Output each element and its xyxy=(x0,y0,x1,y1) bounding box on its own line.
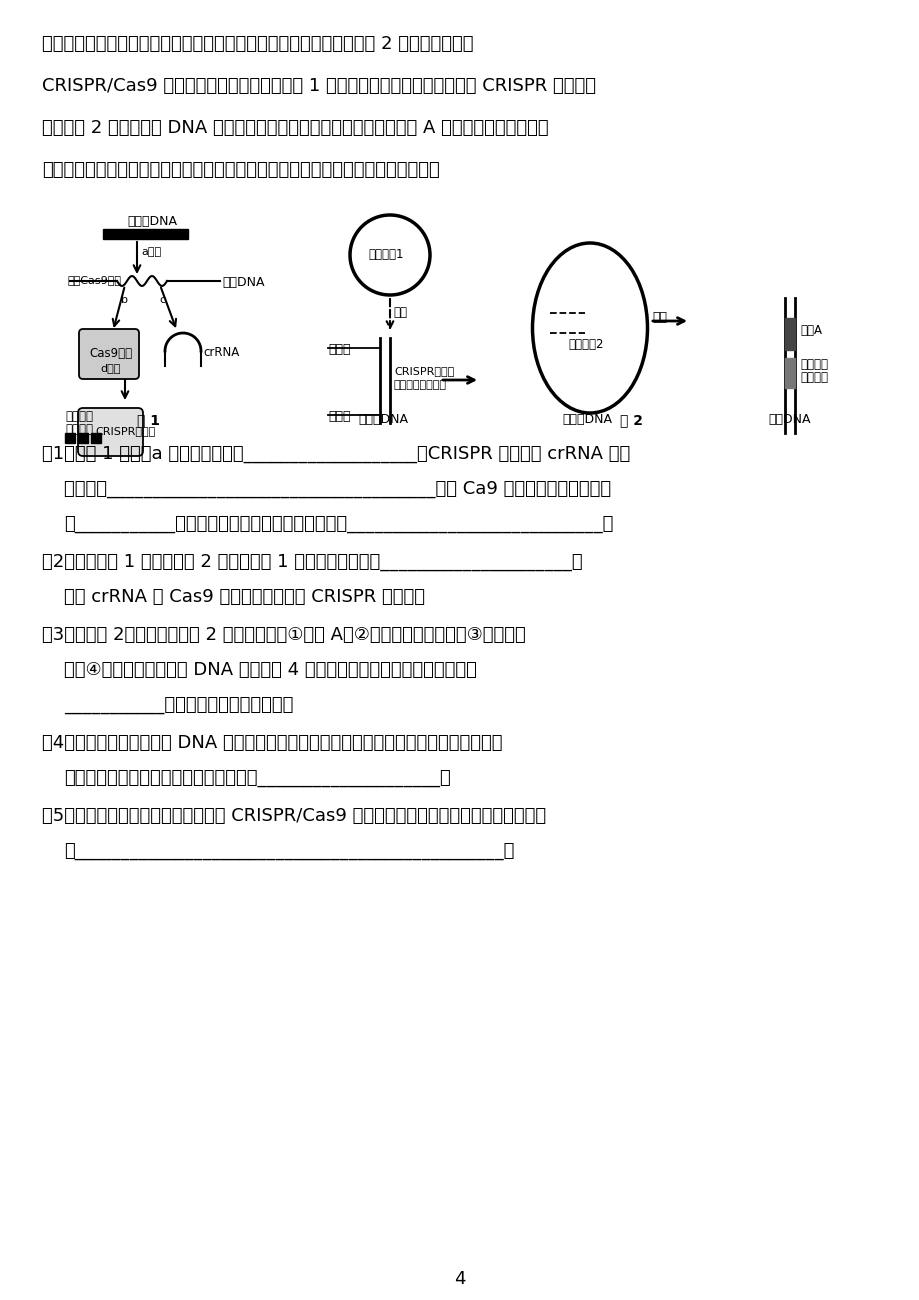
Bar xyxy=(784,358,794,387)
Text: CRISPR复合体: CRISPR复合体 xyxy=(95,426,155,436)
Text: b: b xyxy=(121,295,128,306)
FancyBboxPatch shape xyxy=(79,329,139,380)
Bar xyxy=(784,318,794,350)
Text: 是___________。细菌的这种清除能力的生理意义是____________________________。: 是___________。细菌的这种清除能力的生理意义是____________… xyxy=(64,515,613,533)
Text: 基因编辑技术，目前已成为生物科学领域最热门的基因操作技术。下图 2 是科研人员运用: 基因编辑技术，目前已成为生物科学领域最热门的基因操作技术。下图 2 是科研人员运… xyxy=(42,35,473,53)
Text: 段、④基因乙片段等四种 DNA 片段，这 4 种片段在载体上的正确排列顺序应是: 段、④基因乙片段等四种 DNA 片段，这 4 种片段在载体上的正确排列顺序应是 xyxy=(64,660,476,679)
Text: 列的 crRNA 和 Cas9 蛋白，以结合形成 CRISPR 复合体。: 列的 crRNA 和 Cas9 蛋白，以结合形成 CRISPR 复合体。 xyxy=(64,588,425,606)
Text: 催化水解: 催化水解 xyxy=(65,422,93,436)
Text: 重组DNA: 重组DNA xyxy=(767,413,810,426)
Text: 特异结合: 特异结合 xyxy=(65,410,93,422)
Text: （3）根据图 2，基因表达载体 2 上需要加入：①基因 A、②绿色荧光蛋白基因、③基因甲片: （3）根据图 2，基因表达载体 2 上需要加入：①基因 A、②绿色荧光蛋白基因、… xyxy=(42,627,525,644)
Text: （1）由图 1 可知，a 过程需要的酶是___________________，CRISPR 复合体中 crRNA 的主: （1）由图 1 可知，a 过程需要的酶是___________________，… xyxy=(42,445,630,463)
Text: （4）实验室一般会将重组 DNA 导入山羊的胚胎干细胞中，以培育、筛选出转基因山羊，选: （4）实验室一般会将重组 DNA 导入山羊的胚胎干细胞中，以培育、筛选出转基因山… xyxy=(42,734,502,751)
Bar xyxy=(91,433,101,443)
Text: 特异切割（断裂）: 特异切割（断裂） xyxy=(393,380,447,390)
Text: 蛋白基因: 蛋白基因 xyxy=(800,370,827,383)
Text: 基因甲: 基因甲 xyxy=(328,343,350,356)
Text: 绒山羊DNA: 绒山羊DNA xyxy=(357,413,407,426)
Text: 表达: 表达 xyxy=(392,306,406,318)
Text: 重组: 重组 xyxy=(652,311,666,324)
Text: 基因A: 基因A xyxy=(800,324,821,337)
Text: a整合: a整合 xyxy=(141,247,161,257)
Text: c: c xyxy=(159,295,165,306)
Bar xyxy=(65,433,75,443)
Text: 图 2: 图 2 xyxy=(619,413,642,426)
FancyBboxPatch shape xyxy=(78,408,142,456)
Text: 表达载体2: 表达载体2 xyxy=(567,338,603,351)
Text: 噬菌体DNA: 噬菌体DNA xyxy=(127,214,176,227)
Text: Cas9蛋白: Cas9蛋白 xyxy=(89,347,132,360)
Bar xyxy=(78,433,88,443)
Text: crRNA: crRNA xyxy=(203,346,239,359)
Text: （5）与传统的基因工程相比较，运用 CRISPR/Cas9 基因编辑技术培育转基因生物的明显优点: （5）与传统的基因工程相比较，运用 CRISPR/Cas9 基因编辑技术培育转基… xyxy=(42,807,546,826)
Text: 表达载体1: 表达载体1 xyxy=(368,248,403,261)
Text: 是_______________________________________________。: 是_______________________________________… xyxy=(64,842,514,861)
Text: 表达载体 2 可以与相应 DNA 的同源区进行互换、重组），成功地将基因 A 精确导入到绒山羊细胞: 表达载体 2 可以与相应 DNA 的同源区进行互换、重组），成功地将基因 A 精… xyxy=(42,120,548,136)
Text: 图 1: 图 1 xyxy=(137,413,160,426)
Text: ___________（用序号代表相应片段）。: ___________（用序号代表相应片段）。 xyxy=(64,696,293,714)
Text: 择胚胎干细胞作为受体细胞的主要依据是____________________。: 择胚胎干细胞作为受体细胞的主要依据是____________________。 xyxy=(64,770,450,786)
Text: 基因乙: 基因乙 xyxy=(328,410,350,422)
Text: 细菌DNA: 细菌DNA xyxy=(221,276,265,289)
Text: 要功能是____________________________________，而 Ca9 蛋白催化断裂的化学键: 要功能是____________________________________… xyxy=(64,480,610,498)
Text: 细菌Cas9基因: 细菌Cas9基因 xyxy=(68,276,122,285)
Text: 绒山羊DNA: 绒山羊DNA xyxy=(562,413,611,426)
Text: CRISPR复合体: CRISPR复合体 xyxy=(393,367,454,376)
Text: 4: 4 xyxy=(454,1270,465,1288)
Text: 绿色荧光: 绿色荧光 xyxy=(800,358,827,370)
Bar xyxy=(103,229,187,239)
Text: CRISPR/Cas9 基因编辑技术（其中表达载体 1 的作用是在受体细胞中控制合成 CRISPR 复合体，: CRISPR/Cas9 基因编辑技术（其中表达载体 1 的作用是在受体细胞中控制… xyxy=(42,77,596,95)
Text: （2）结合对图 1 的理解，图 2 中表达载体 1 首先要表达出含有_____________________序: （2）结合对图 1 的理解，图 2 中表达载体 1 首先要表达出含有______… xyxy=(42,552,582,571)
Text: 内的甲、乙两个基因之间，并和绿色荧光蛋白基因一起表达的过程示意图。请回答。: 内的甲、乙两个基因之间，并和绿色荧光蛋白基因一起表达的过程示意图。请回答。 xyxy=(42,161,439,179)
Text: d结合: d结合 xyxy=(100,363,120,373)
